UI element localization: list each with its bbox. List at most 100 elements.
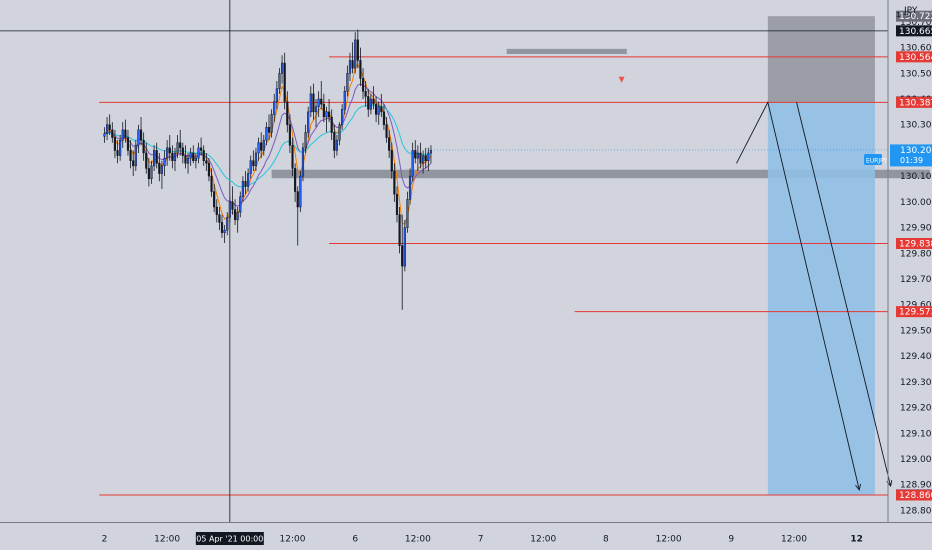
candle bbox=[361, 68, 365, 99]
candle-body-up bbox=[427, 152, 430, 161]
candle-body-up bbox=[369, 98, 372, 110]
candle bbox=[385, 117, 388, 143]
target-zone[interactable] bbox=[767, 102, 875, 495]
candle bbox=[247, 168, 250, 192]
price-tick-label: 129.500 bbox=[900, 326, 932, 336]
candle bbox=[356, 29, 359, 69]
candle bbox=[150, 160, 153, 184]
candle-body-down bbox=[179, 142, 182, 149]
candle bbox=[213, 183, 216, 213]
candle-body-down bbox=[129, 150, 132, 161]
candle bbox=[335, 135, 339, 156]
candle-body-down bbox=[142, 139, 145, 154]
candle bbox=[210, 168, 213, 197]
candle bbox=[176, 135, 179, 159]
candle bbox=[189, 147, 192, 166]
candle bbox=[314, 99, 318, 128]
candle bbox=[270, 109, 273, 138]
zones-layer bbox=[271, 48, 930, 179]
candle bbox=[184, 145, 187, 169]
countdown-label: 01:39 bbox=[900, 156, 923, 165]
candle bbox=[194, 153, 197, 169]
candle bbox=[327, 99, 331, 123]
candle-body-up bbox=[262, 139, 265, 151]
candle bbox=[364, 81, 367, 107]
candle bbox=[241, 176, 244, 202]
current-price-badge bbox=[890, 144, 932, 167]
time-axis[interactable]: 2 12:00 05 Apr '21 00:00 12:00 6 12:00 7 12:00 8… bbox=[0, 522, 932, 546]
time-crosshair-label: 05 Apr '21 00:00 bbox=[196, 535, 263, 544]
candle-body-up bbox=[160, 165, 164, 174]
price-axis[interactable]: 130.700130.600130.500130.400130.300130.2… bbox=[887, 0, 932, 522]
current-price-label: 130.202 bbox=[900, 146, 932, 156]
candle-body-down bbox=[296, 191, 299, 208]
candle-body-down bbox=[184, 155, 187, 164]
candle bbox=[260, 132, 263, 159]
level-price-label-bg bbox=[896, 489, 932, 501]
candle bbox=[137, 124, 140, 153]
candle-body-up bbox=[103, 133, 106, 137]
price-tick-label: 130.000 bbox=[900, 198, 932, 208]
candle-body-down bbox=[333, 132, 336, 151]
candle bbox=[283, 52, 286, 110]
candle bbox=[147, 158, 150, 187]
candle bbox=[419, 142, 422, 169]
candle-body-down bbox=[207, 163, 211, 177]
candle bbox=[113, 129, 117, 159]
candle bbox=[197, 142, 200, 164]
currency-label: JPY bbox=[903, 6, 918, 16]
projection-line-1 bbox=[796, 102, 892, 487]
candle-body-down bbox=[132, 160, 135, 167]
candle bbox=[105, 117, 109, 141]
candle-body-down bbox=[283, 62, 286, 102]
candle-body-up bbox=[317, 98, 320, 107]
candle-body-up bbox=[403, 227, 406, 267]
short-position-tool[interactable] bbox=[767, 16, 875, 495]
candle bbox=[126, 129, 130, 156]
candle-body-down bbox=[395, 193, 399, 215]
price-tick-label: 129.400 bbox=[900, 352, 932, 362]
candle bbox=[111, 122, 114, 143]
axis-price-label: 130.665 bbox=[899, 27, 932, 37]
candle-body-down bbox=[330, 116, 333, 133]
zone-0 bbox=[271, 169, 930, 179]
candle-body-up bbox=[341, 109, 344, 125]
candle bbox=[299, 171, 302, 213]
candle-body-up bbox=[406, 199, 409, 228]
candle bbox=[312, 83, 315, 120]
candle-body-down bbox=[398, 214, 401, 246]
candle-body-down bbox=[267, 127, 271, 133]
candle-body-up bbox=[273, 101, 276, 115]
price-tick-label: 129.000 bbox=[900, 455, 932, 465]
candle-body-up bbox=[411, 150, 414, 177]
candle bbox=[301, 142, 305, 182]
level-price-label: 130.564 bbox=[899, 53, 932, 63]
candle bbox=[375, 96, 378, 123]
candle-body-down bbox=[244, 181, 247, 187]
candle-body-down bbox=[158, 163, 161, 174]
level-price-label-bg bbox=[896, 306, 932, 318]
candle bbox=[382, 104, 386, 130]
time-crosshair-label-bg bbox=[195, 532, 264, 545]
candle-body-up bbox=[314, 106, 318, 113]
marker-layer bbox=[618, 76, 625, 83]
candle-body-up bbox=[119, 139, 122, 156]
axis-price-label-bg bbox=[896, 10, 932, 22]
candle-body-down bbox=[260, 142, 263, 151]
price-tick-label: 129.600 bbox=[900, 301, 932, 311]
candle bbox=[341, 104, 344, 130]
candle bbox=[309, 86, 312, 117]
price-tick-label: 130.600 bbox=[900, 44, 932, 54]
candle bbox=[338, 122, 341, 146]
stop-zone[interactable] bbox=[767, 16, 875, 103]
candle bbox=[275, 81, 278, 110]
candle bbox=[192, 145, 195, 164]
candle-body-down bbox=[312, 93, 315, 113]
price-tick-label: 128.800 bbox=[900, 506, 932, 516]
candle-body-up bbox=[137, 129, 140, 146]
candle bbox=[390, 142, 393, 179]
zone-1 bbox=[506, 48, 627, 54]
candle-body-down bbox=[286, 101, 289, 125]
candle bbox=[286, 91, 289, 133]
